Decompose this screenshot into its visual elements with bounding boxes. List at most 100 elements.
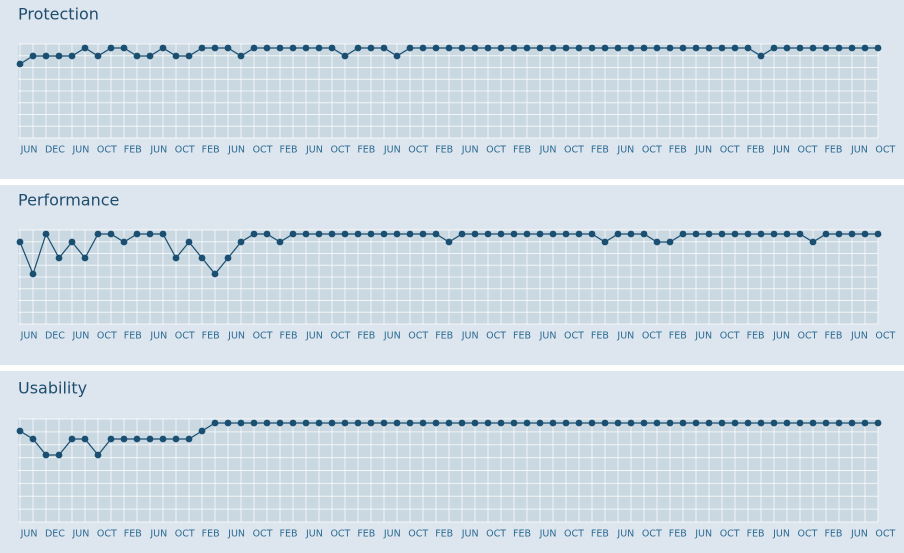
x-tick-label: JUN — [149, 331, 167, 342]
data-point — [419, 419, 427, 427]
data-point — [770, 230, 778, 238]
data-point — [393, 230, 401, 238]
x-tick-label: FEB — [669, 529, 687, 540]
x-tick-label: JUN — [461, 145, 479, 156]
data-point — [679, 419, 687, 427]
data-point — [211, 44, 219, 52]
x-tick-label: JUN — [383, 331, 401, 342]
data-point — [588, 230, 596, 238]
data-point — [640, 419, 648, 427]
data-point — [653, 238, 661, 246]
data-point — [328, 44, 336, 52]
x-tick-label: FEB — [124, 331, 142, 342]
x-tick-label: OCT — [253, 529, 273, 540]
data-point — [393, 419, 401, 427]
data-point — [354, 419, 362, 427]
x-tick-label: FEB — [591, 529, 609, 540]
data-point — [81, 254, 89, 262]
data-point — [471, 230, 479, 238]
data-point — [601, 419, 609, 427]
data-point — [575, 230, 583, 238]
data-point — [302, 230, 310, 238]
data-point — [445, 44, 453, 52]
data-point — [250, 419, 258, 427]
data-point — [341, 230, 349, 238]
x-tick-label: JUN — [461, 529, 479, 540]
data-point — [744, 44, 752, 52]
x-tick-label: FEB — [280, 145, 298, 156]
data-point — [146, 230, 154, 238]
x-tick-label: FEB — [747, 145, 765, 156]
data-point — [237, 238, 245, 246]
data-point — [55, 451, 63, 459]
data-point — [81, 44, 89, 52]
data-point — [783, 230, 791, 238]
data-point — [146, 435, 154, 443]
x-tick-label: FEB — [747, 529, 765, 540]
data-point — [484, 44, 492, 52]
data-point — [406, 230, 414, 238]
x-tick-label: OCT — [875, 145, 895, 156]
data-point — [796, 230, 804, 238]
data-point — [172, 435, 180, 443]
x-tick-label: OCT — [875, 529, 895, 540]
data-point — [523, 419, 531, 427]
x-tick-label: FEB — [435, 145, 453, 156]
x-tick-label: OCT — [408, 331, 428, 342]
data-point — [380, 230, 388, 238]
data-point — [549, 230, 557, 238]
x-tick-label: JUN — [850, 331, 868, 342]
x-tick-label: OCT — [330, 145, 350, 156]
data-point — [510, 419, 518, 427]
data-point — [744, 419, 752, 427]
data-point — [16, 238, 24, 246]
data-point — [185, 435, 193, 443]
x-tick-label: OCT — [720, 145, 740, 156]
x-tick-label: OCT — [330, 331, 350, 342]
x-tick-label: OCT — [253, 331, 273, 342]
data-point — [354, 230, 362, 238]
x-tick-label: OCT — [798, 529, 818, 540]
x-tick-label: JUN — [305, 529, 323, 540]
data-point — [575, 419, 583, 427]
data-point — [250, 44, 258, 52]
data-point — [497, 230, 505, 238]
chart-title: Performance — [18, 191, 119, 210]
data-point — [705, 419, 713, 427]
data-point — [224, 44, 232, 52]
data-point — [562, 419, 570, 427]
x-tick-label: JUN — [149, 145, 167, 156]
data-point — [172, 52, 180, 60]
x-tick-label: JUN — [772, 529, 790, 540]
data-point — [341, 52, 349, 60]
data-point — [263, 230, 271, 238]
data-point — [835, 230, 843, 238]
x-tick-label: JUN — [305, 145, 323, 156]
data-point — [263, 44, 271, 52]
data-point — [549, 44, 557, 52]
data-point — [666, 44, 674, 52]
data-point — [55, 254, 63, 262]
data-point — [835, 44, 843, 52]
data-point — [133, 52, 141, 60]
data-point — [263, 419, 271, 427]
data-point — [68, 52, 76, 60]
x-tick-label: DEC — [45, 331, 65, 342]
data-point — [289, 230, 297, 238]
x-tick-label: FEB — [824, 331, 842, 342]
x-tick-label: OCT — [564, 529, 584, 540]
x-tick-label: FEB — [202, 145, 220, 156]
x-tick-label: JUN — [694, 145, 712, 156]
data-point — [406, 419, 414, 427]
data-point — [172, 254, 180, 262]
data-point — [107, 435, 115, 443]
data-point — [562, 44, 570, 52]
data-point — [289, 419, 297, 427]
x-tick-label: FEB — [357, 529, 375, 540]
data-point — [627, 44, 635, 52]
x-tick-label: FEB — [435, 529, 453, 540]
data-point — [458, 230, 466, 238]
x-tick-label: OCT — [564, 331, 584, 342]
x-tick-label: FEB — [513, 529, 531, 540]
x-tick-label: OCT — [798, 331, 818, 342]
